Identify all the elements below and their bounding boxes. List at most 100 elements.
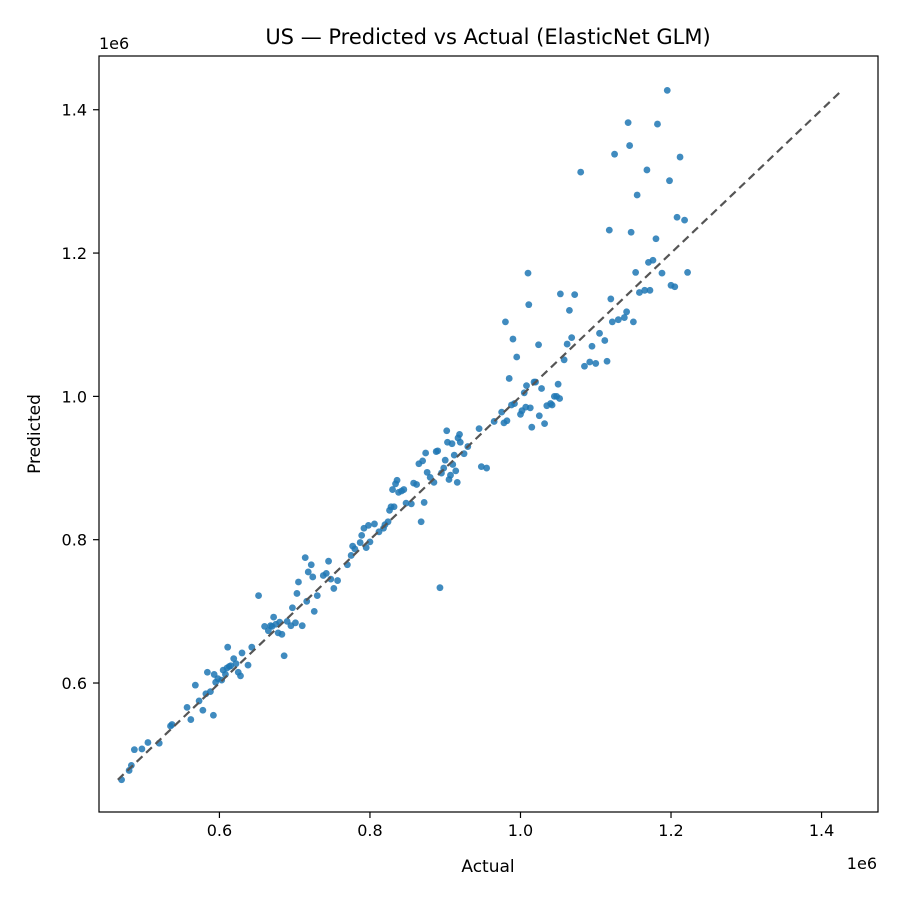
data-point [420, 499, 428, 506]
y-axis: 0.6 0.8 1.0 1.2 1.4 [62, 101, 99, 693]
data-point [419, 457, 427, 465]
data-point [605, 226, 613, 234]
x-tick-label: 1.4 [809, 821, 834, 840]
plot-area [117, 87, 842, 784]
data-point [227, 662, 235, 670]
y-axis-label: Predicted [25, 394, 45, 474]
data-point [646, 286, 654, 294]
data-point [636, 289, 643, 296]
y-tick-label: 0.8 [62, 531, 87, 550]
data-point [663, 87, 671, 94]
data-point [684, 269, 691, 276]
data-point [658, 269, 666, 277]
data-point [293, 590, 301, 597]
data-point [443, 427, 451, 435]
data-point [322, 569, 330, 577]
data-point [620, 314, 628, 321]
data-point [524, 269, 532, 277]
x-axis-offset-label: 1e6 [847, 854, 877, 873]
y-tick-label: 1.2 [62, 244, 87, 263]
data-point [535, 412, 543, 420]
data-point [475, 425, 483, 433]
data-point [238, 649, 246, 657]
data-point [393, 476, 401, 484]
data-point [191, 681, 199, 689]
data-point [248, 643, 256, 651]
data-point [130, 746, 138, 754]
data-point [535, 341, 542, 349]
data-point [144, 739, 152, 746]
data-point [643, 166, 651, 174]
data-point [603, 357, 611, 365]
data-point [633, 191, 641, 199]
data-point [571, 291, 579, 299]
data-point [447, 471, 454, 479]
data-point [278, 630, 286, 638]
data-point [304, 568, 312, 576]
data-point [313, 592, 321, 599]
data-point [513, 353, 521, 361]
data-point [649, 256, 657, 264]
data-point [441, 456, 449, 464]
data-point [538, 385, 545, 392]
data-point [347, 552, 355, 559]
data-point [566, 306, 573, 314]
data-point [592, 360, 600, 367]
data-point [351, 545, 359, 553]
plot-frame [98, 55, 879, 813]
data-point [417, 518, 425, 526]
data-point [502, 318, 509, 326]
data-point [371, 520, 378, 528]
data-point [498, 408, 506, 416]
data-point [563, 340, 571, 348]
data-point [422, 449, 430, 457]
data-point [652, 235, 660, 243]
data-point [477, 463, 485, 470]
data-point [307, 561, 315, 569]
y-tick-label: 0.6 [62, 674, 87, 693]
data-point [434, 447, 442, 455]
data-point [452, 467, 460, 475]
data-point [310, 607, 318, 615]
data-point [607, 295, 615, 303]
data-point [641, 286, 649, 294]
data-point [632, 269, 640, 276]
data-point [568, 334, 576, 342]
data-point [301, 554, 309, 562]
data-point [232, 660, 240, 668]
data-point [509, 335, 517, 343]
data-point [298, 622, 306, 630]
data-point [560, 356, 568, 364]
data-point [203, 668, 211, 676]
data-point [666, 177, 673, 185]
data-point [183, 703, 191, 711]
data-point [523, 382, 530, 390]
data-point [676, 153, 684, 161]
data-point [608, 318, 616, 326]
data-point [581, 362, 588, 370]
data-point [577, 168, 585, 176]
data-point [673, 213, 681, 221]
reference-line [117, 91, 842, 781]
data-point [244, 661, 252, 669]
data-point [210, 711, 217, 719]
data-point [168, 721, 176, 728]
data-point [541, 420, 548, 428]
data-point [334, 577, 341, 584]
data-point [624, 119, 632, 127]
data-point [402, 499, 410, 507]
data-point [255, 592, 262, 599]
data-point [456, 438, 464, 446]
data-point [556, 395, 564, 402]
data-point [280, 652, 288, 660]
data-point [526, 404, 534, 412]
data-point [400, 486, 408, 493]
data-point [292, 619, 299, 627]
data-point [614, 316, 622, 324]
data-point [309, 573, 317, 581]
y-tick-label: 1.4 [62, 101, 87, 120]
data-point [330, 585, 338, 592]
data-point [626, 142, 634, 149]
